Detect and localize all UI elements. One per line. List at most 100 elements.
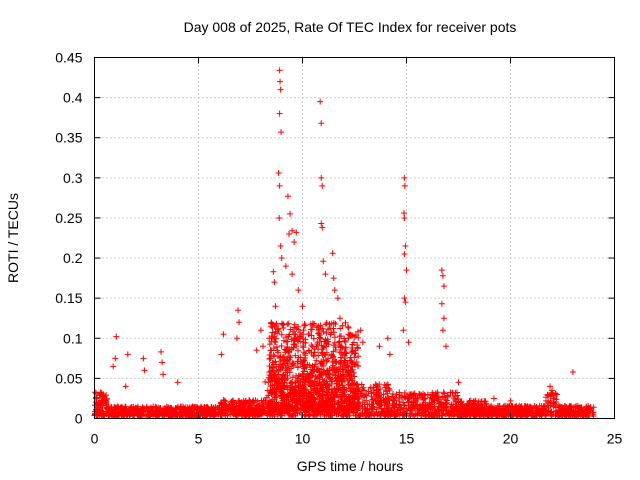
spike-point bbox=[259, 343, 266, 350]
background-point bbox=[269, 329, 276, 336]
background-point bbox=[481, 401, 488, 408]
background-point bbox=[347, 354, 354, 361]
background-point bbox=[300, 376, 307, 383]
spike-point bbox=[490, 395, 497, 402]
background-point bbox=[576, 411, 583, 418]
background-point bbox=[314, 407, 321, 414]
background-point bbox=[332, 389, 339, 396]
background-point bbox=[94, 411, 101, 418]
background-point bbox=[176, 412, 183, 419]
background-point bbox=[291, 321, 298, 328]
background-point bbox=[468, 407, 475, 414]
spike-point bbox=[439, 272, 446, 279]
spike-point bbox=[276, 214, 283, 221]
background-point bbox=[253, 409, 260, 416]
background-point bbox=[296, 333, 303, 340]
y-tick-label: 0.1 bbox=[63, 330, 83, 346]
background-point bbox=[278, 331, 285, 338]
background-point bbox=[100, 390, 107, 397]
background-point bbox=[121, 407, 128, 414]
background-point bbox=[105, 411, 112, 418]
spike-point bbox=[266, 335, 273, 342]
background-point bbox=[305, 377, 312, 384]
background-point bbox=[310, 387, 317, 394]
background-point bbox=[328, 320, 335, 327]
background-point bbox=[446, 412, 453, 419]
background-point bbox=[484, 411, 491, 418]
background-point bbox=[509, 403, 516, 410]
background-point bbox=[278, 378, 285, 385]
background-point bbox=[540, 404, 547, 411]
background-point bbox=[271, 338, 278, 345]
background-point bbox=[451, 393, 458, 400]
background-point bbox=[345, 324, 352, 331]
background-point bbox=[373, 382, 380, 389]
background-point bbox=[242, 411, 249, 418]
background-point bbox=[308, 342, 315, 349]
background-point bbox=[310, 353, 317, 360]
x-tick-label: 15 bbox=[399, 431, 415, 447]
spike-point bbox=[403, 267, 410, 274]
spike-point bbox=[317, 98, 324, 105]
background-point bbox=[285, 363, 292, 370]
background-point bbox=[306, 331, 313, 338]
background-point bbox=[349, 359, 356, 366]
data-points bbox=[91, 67, 597, 420]
background-point bbox=[332, 401, 339, 408]
background-point bbox=[290, 395, 297, 402]
background-point bbox=[339, 392, 346, 399]
background-point bbox=[458, 398, 465, 405]
background-point bbox=[342, 345, 349, 352]
background-point bbox=[542, 412, 549, 419]
background-point bbox=[103, 392, 110, 399]
background-point bbox=[276, 361, 283, 368]
spike-point bbox=[285, 230, 292, 237]
background-point bbox=[441, 390, 448, 397]
background-point bbox=[258, 397, 265, 404]
background-point bbox=[97, 407, 104, 414]
y-tick-label: 0.35 bbox=[55, 130, 82, 146]
background-point bbox=[533, 403, 540, 410]
background-point bbox=[332, 344, 339, 351]
background-point bbox=[256, 411, 263, 418]
spike-point bbox=[384, 335, 391, 342]
background-point bbox=[547, 393, 554, 400]
background-point bbox=[489, 412, 496, 419]
background-point bbox=[331, 406, 338, 413]
background-point bbox=[370, 387, 377, 394]
background-point bbox=[380, 391, 387, 398]
background-point bbox=[299, 393, 306, 400]
background-point bbox=[343, 397, 350, 404]
spike-point bbox=[401, 174, 408, 181]
background-point bbox=[444, 399, 451, 406]
background-point bbox=[233, 410, 240, 417]
background-point bbox=[291, 331, 298, 338]
spike-point bbox=[276, 182, 283, 189]
background-point bbox=[323, 407, 330, 414]
background-point bbox=[278, 320, 285, 327]
spike-point bbox=[402, 243, 409, 250]
spike-point bbox=[140, 355, 147, 362]
background-point bbox=[227, 404, 234, 411]
background-point bbox=[302, 339, 309, 346]
background-point bbox=[444, 407, 451, 414]
background-point bbox=[393, 391, 400, 398]
spike-point bbox=[405, 339, 412, 346]
background-point bbox=[366, 412, 373, 419]
background-point bbox=[544, 402, 551, 409]
background-point bbox=[385, 396, 392, 403]
background-point bbox=[384, 390, 391, 397]
background-point bbox=[273, 344, 280, 351]
background-point bbox=[450, 401, 457, 408]
spike-point bbox=[443, 343, 450, 350]
background-point bbox=[438, 400, 445, 407]
background-point bbox=[331, 334, 338, 341]
background-point bbox=[478, 398, 485, 405]
background-point bbox=[373, 409, 380, 416]
background-point bbox=[349, 400, 356, 407]
background-point bbox=[297, 400, 304, 407]
background-point bbox=[347, 331, 354, 338]
background-point bbox=[265, 392, 272, 399]
background-point bbox=[354, 363, 361, 370]
background-point bbox=[254, 398, 261, 405]
